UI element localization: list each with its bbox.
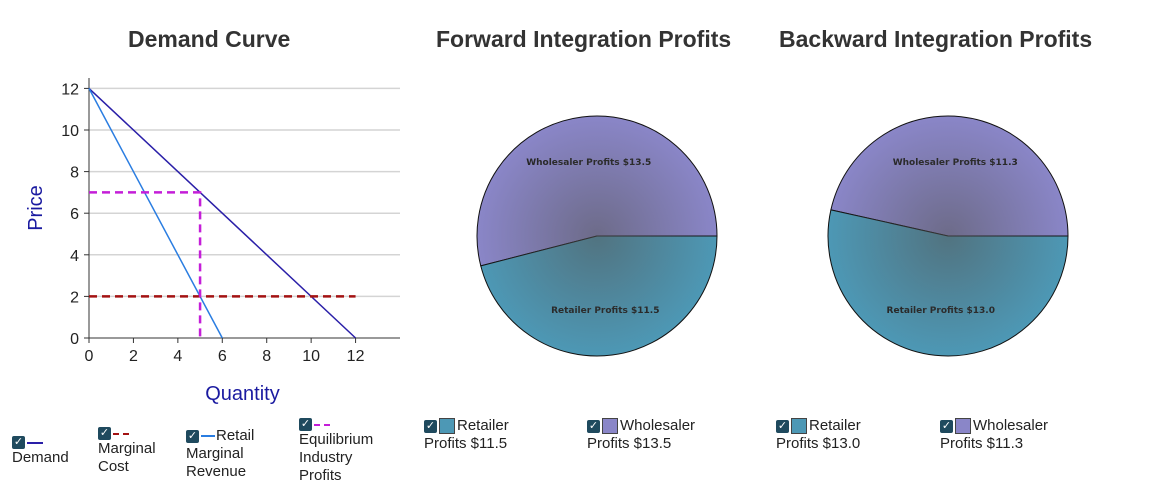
legend-demand-label: Demand <box>12 449 69 466</box>
checkbox-icon[interactable]: ✓ <box>299 418 312 431</box>
legend-marginal-revenue-top: Retail <box>216 427 255 444</box>
retailer-swatch-icon <box>791 418 807 434</box>
x-tick-label: 2 <box>129 348 138 365</box>
legend-marginal-cost-label: Marginal Cost <box>98 440 156 475</box>
marginal-cost-line-icon <box>113 432 129 435</box>
legend-marginal-revenue[interactable]: ✓ Retail Marginal Revenue <box>186 427 256 481</box>
legend-marginal-cost[interactable]: ✓ Marginal Cost <box>98 427 168 476</box>
legend-forward-wholesaler-top: Wholesaler <box>620 417 696 434</box>
legend-forward-wholesaler-label: Profits $13.5 <box>587 435 672 452</box>
charts-canvas: 024681012024681012QuantityPriceWholesale… <box>25 78 1069 405</box>
y-tick-label: 4 <box>70 248 79 265</box>
x-tick-label: 0 <box>85 348 94 365</box>
legend-backward-retailer[interactable]: ✓ Retailer Profits $13.0 <box>776 417 861 453</box>
checkbox-icon[interactable]: ✓ <box>587 419 600 433</box>
forward-pie-shading <box>477 116 717 356</box>
x-tick-label: 12 <box>347 348 365 365</box>
checkbox-icon[interactable]: ✓ <box>776 419 789 433</box>
checkbox-icon[interactable]: ✓ <box>186 429 199 443</box>
y-tick-label: 6 <box>70 206 79 223</box>
retailer-swatch-icon <box>439 418 455 434</box>
x-tick-label: 6 <box>218 348 227 365</box>
y-tick-label: 8 <box>70 165 79 182</box>
legend-backward-retailer-label: Profits $13.0 <box>776 435 861 452</box>
y-axis-label: Price <box>25 185 47 231</box>
backward-chart-title: Backward Integration Profits <box>779 26 1093 52</box>
backward-pie-shading <box>828 116 1068 356</box>
series-line-equilibrium-industry-profits <box>89 191 202 338</box>
x-tick-label: 10 <box>302 348 320 365</box>
legend-equilibrium-label: Equilibrium Industry Profits <box>299 431 374 484</box>
forward-chart-title: Forward Integration Profits <box>436 26 732 52</box>
checkbox-icon[interactable]: ✓ <box>12 436 25 449</box>
checkbox-icon[interactable]: ✓ <box>940 419 953 433</box>
legend-marginal-revenue-label: Marginal Revenue <box>186 445 247 480</box>
legend-forward-retailer-top: Retailer <box>457 417 509 434</box>
legend-backward-wholesaler-label: Profits $11.3 <box>940 435 1024 452</box>
y-tick-label: 0 <box>70 331 79 348</box>
legend-demand[interactable]: ✓ Demand <box>12 436 69 467</box>
legend-equilibrium[interactable]: ✓ Equilibrium Industry Profits <box>299 418 389 485</box>
demand-chart-title: Demand Curve <box>128 26 291 52</box>
legend-backward-wholesaler[interactable]: ✓ Wholesaler Profits $11.3 <box>940 417 1048 453</box>
y-tick-label: 12 <box>61 81 79 98</box>
x-tick-label: 8 <box>262 348 271 365</box>
y-tick-label: 2 <box>70 289 79 306</box>
demand-line-icon <box>27 441 43 444</box>
wholesaler-swatch-icon <box>955 418 971 434</box>
x-axis-label: Quantity <box>205 383 279 405</box>
legend-forward-retailer-label: Profits $11.5 <box>424 435 508 452</box>
wholesaler-swatch-icon <box>602 418 618 434</box>
legend-backward-wholesaler-top: Wholesaler <box>973 417 1049 434</box>
checkbox-icon[interactable]: ✓ <box>424 419 437 433</box>
equilibrium-line-icon <box>314 423 330 426</box>
legend-backward-retailer-top: Retailer <box>809 417 861 434</box>
marginal-revenue-line-icon <box>201 435 215 437</box>
checkbox-icon[interactable]: ✓ <box>98 427 111 440</box>
y-tick-label: 10 <box>61 123 79 140</box>
legend-forward-retailer[interactable]: ✓ Retailer Profits $11.5 <box>424 417 509 453</box>
legend-forward-wholesaler[interactable]: ✓ Wholesaler Profits $13.5 <box>587 417 695 453</box>
x-tick-label: 4 <box>173 348 182 365</box>
